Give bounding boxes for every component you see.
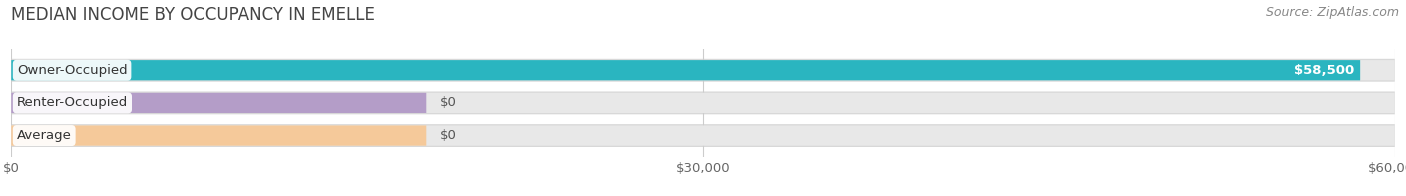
Text: MEDIAN INCOME BY OCCUPANCY IN EMELLE: MEDIAN INCOME BY OCCUPANCY IN EMELLE [11, 6, 375, 24]
FancyBboxPatch shape [11, 124, 1395, 147]
FancyBboxPatch shape [11, 60, 1360, 80]
FancyBboxPatch shape [11, 93, 1395, 113]
Text: $0: $0 [440, 96, 457, 109]
FancyBboxPatch shape [11, 60, 1395, 80]
Text: $0: $0 [440, 129, 457, 142]
Text: Renter-Occupied: Renter-Occupied [17, 96, 128, 109]
Text: Average: Average [17, 129, 72, 142]
FancyBboxPatch shape [11, 92, 1395, 114]
Text: Owner-Occupied: Owner-Occupied [17, 64, 128, 77]
Text: $58,500: $58,500 [1295, 64, 1354, 77]
FancyBboxPatch shape [11, 59, 1395, 82]
FancyBboxPatch shape [11, 93, 426, 113]
FancyBboxPatch shape [11, 125, 1395, 146]
FancyBboxPatch shape [11, 125, 426, 146]
Text: Source: ZipAtlas.com: Source: ZipAtlas.com [1265, 6, 1399, 19]
